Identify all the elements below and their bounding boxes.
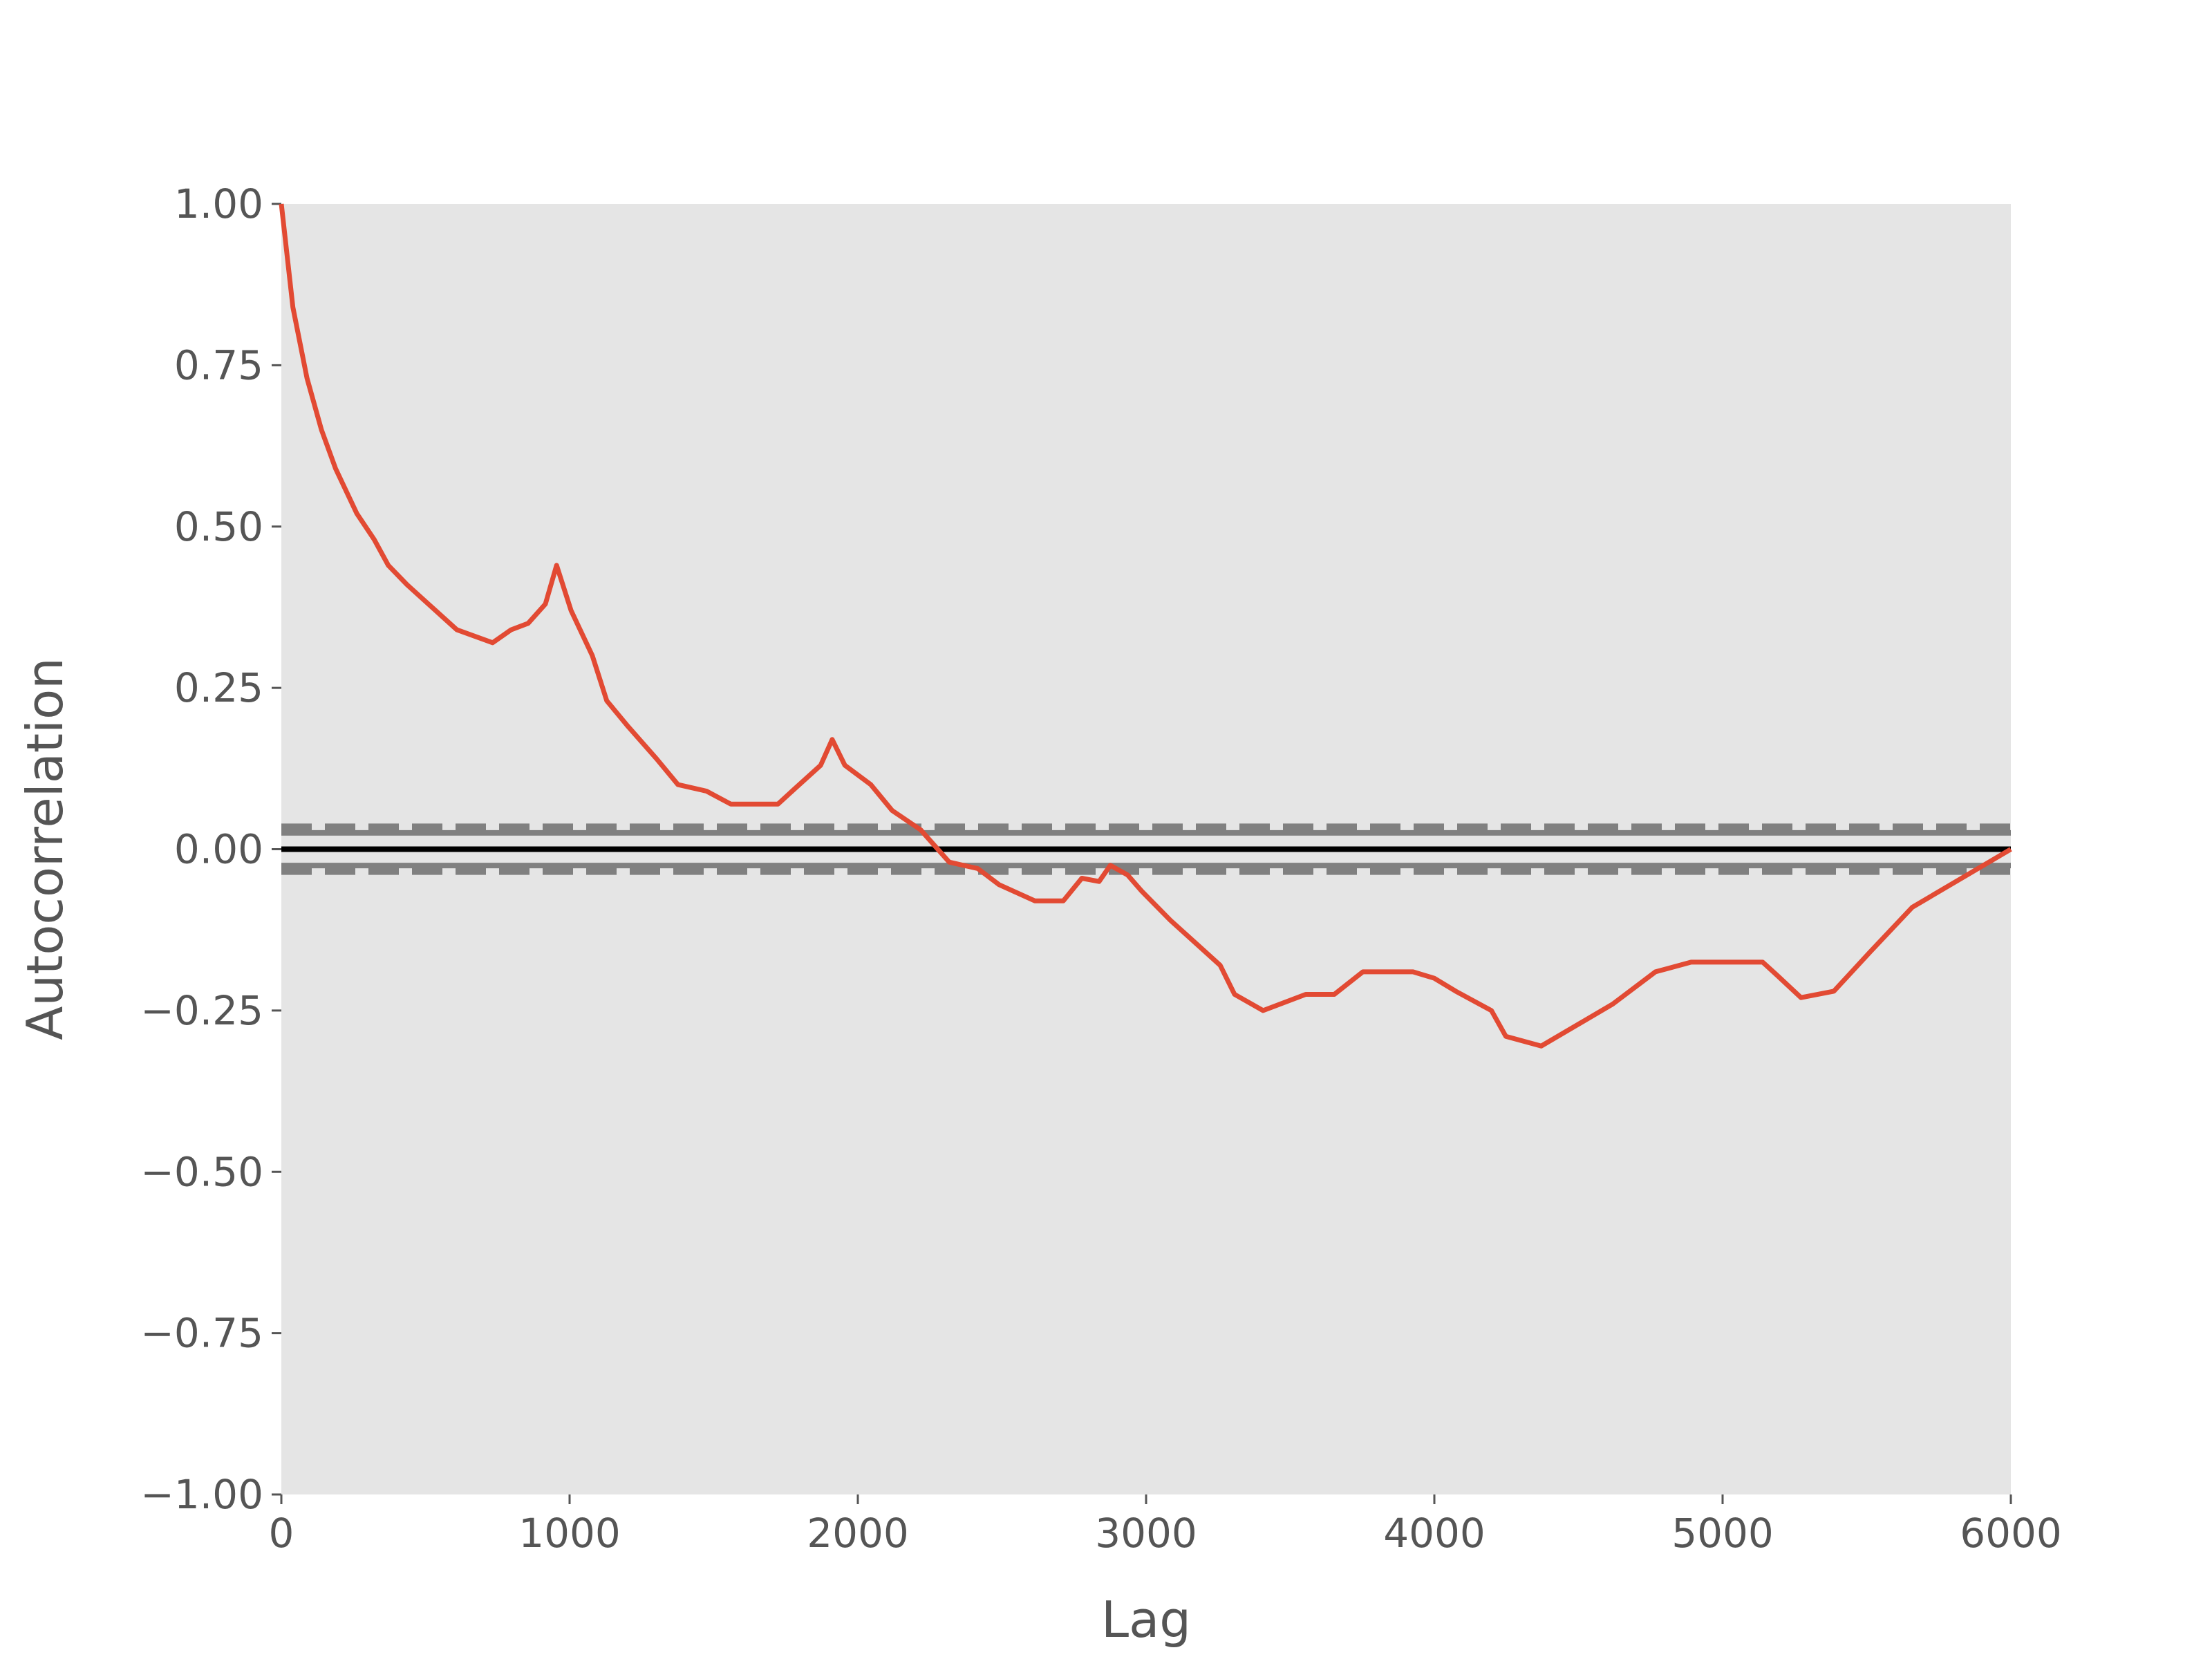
y-tick-label: 0.00 bbox=[174, 826, 263, 873]
y-tick-label: −0.25 bbox=[140, 987, 263, 1034]
y-axis-label: Autocorrelation bbox=[16, 657, 74, 1040]
y-tick-label: 0.75 bbox=[174, 341, 263, 388]
x-axis-label: Lag bbox=[1101, 1591, 1191, 1649]
x-tick-label: 4000 bbox=[1383, 1510, 1485, 1557]
x-tick-label: 6000 bbox=[1960, 1510, 2062, 1557]
y-tick-label: 0.50 bbox=[174, 503, 263, 550]
data-line bbox=[279, 203, 2012, 1049]
y-tick-label: −0.75 bbox=[140, 1310, 263, 1357]
x-tick-label: 1000 bbox=[518, 1510, 621, 1557]
y-tick-label: −1.00 bbox=[140, 1471, 263, 1518]
y-tick-label: −0.50 bbox=[140, 1148, 263, 1195]
y-tick-label: 0.25 bbox=[174, 664, 263, 711]
x-tick-label: 2000 bbox=[807, 1510, 909, 1557]
x-tick-label: 0 bbox=[269, 1510, 294, 1557]
y-tick-label: 1.00 bbox=[174, 180, 263, 227]
x-tick-label: 5000 bbox=[1671, 1510, 1774, 1557]
x-tick-label: 3000 bbox=[1095, 1510, 1197, 1557]
